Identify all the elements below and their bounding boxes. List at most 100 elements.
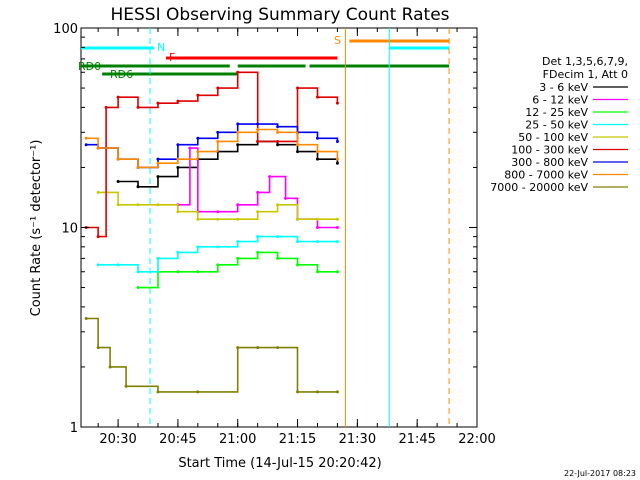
data-point <box>84 316 88 320</box>
data-point <box>335 240 339 244</box>
data-point <box>108 365 112 369</box>
data-point <box>236 256 240 260</box>
legend-entry-label: 300 - 800 keV <box>511 156 588 169</box>
data-point <box>315 240 319 244</box>
data-point <box>176 270 180 274</box>
data-point <box>104 105 108 109</box>
footer-date: 22-Jul-2017 08:23 <box>564 469 636 478</box>
data-point <box>156 175 160 179</box>
data-point <box>216 86 220 90</box>
data-point <box>156 256 160 260</box>
data-point <box>136 203 140 207</box>
legend-entry-label: 3 - 6 keV <box>539 81 588 94</box>
data-point <box>256 190 260 194</box>
data-point <box>116 95 120 99</box>
data-point <box>84 143 88 147</box>
data-point <box>196 245 200 249</box>
data-point <box>296 143 300 147</box>
flag-label-f: F <box>169 51 175 64</box>
data-point <box>284 196 288 200</box>
data-point <box>196 270 200 274</box>
data-point <box>176 250 180 254</box>
y-axis-label: Count Rate (s⁻¹ detector⁻¹) <box>29 140 44 317</box>
series-line <box>98 235 338 273</box>
data-point <box>335 157 339 161</box>
data-point <box>176 157 180 161</box>
data-point <box>176 99 180 103</box>
series-line <box>138 251 338 289</box>
data-point <box>256 122 260 126</box>
chart-title: HESSI Observing Summary Count Rates <box>110 5 449 25</box>
data-point <box>256 210 260 214</box>
data-point <box>335 270 339 274</box>
x-tick-label: 21:45 <box>398 432 435 447</box>
y-tick-label: 100 <box>53 22 78 37</box>
flag-label-n: N <box>157 41 165 54</box>
data-point <box>256 139 260 143</box>
data-point <box>335 101 339 105</box>
data-point <box>196 390 200 394</box>
x-tick-label: 21:15 <box>279 432 316 447</box>
data-point <box>216 139 220 143</box>
vertical-markers <box>149 28 450 427</box>
data-point <box>156 390 160 394</box>
flag-label-s: S <box>334 34 341 47</box>
data-point <box>276 235 280 239</box>
data-point <box>315 150 319 154</box>
data-point <box>216 130 220 134</box>
data-point <box>136 185 140 189</box>
data-point <box>176 143 180 147</box>
series-line <box>86 317 338 393</box>
data-point <box>216 217 220 221</box>
data-point <box>124 384 128 388</box>
data-point <box>136 270 140 274</box>
data-point <box>276 139 280 143</box>
data-point <box>96 235 100 239</box>
data-point <box>116 263 120 267</box>
data-point <box>315 270 319 274</box>
data-point <box>116 180 120 184</box>
x-tick-label: 21:30 <box>339 432 376 447</box>
data-point <box>236 203 240 207</box>
data-point <box>276 203 280 207</box>
data-point <box>136 286 140 290</box>
series-lines <box>84 70 339 394</box>
data-point <box>216 245 220 249</box>
data-point <box>296 86 300 90</box>
legend-entry-label: 50 - 100 keV <box>518 131 588 144</box>
data-point <box>196 150 200 154</box>
data-point <box>315 136 319 140</box>
data-point <box>196 93 200 97</box>
data-point <box>296 150 300 154</box>
data-point <box>156 161 160 165</box>
y-tick-label: 10 <box>61 222 78 237</box>
flag-label-rd0: RD0 <box>78 60 101 73</box>
data-point <box>276 125 280 129</box>
data-point <box>276 143 280 147</box>
data-point <box>335 226 339 229</box>
legend-header-line-2: FDecim 1, Att 0 <box>543 68 628 81</box>
data-point <box>136 165 140 169</box>
data-point <box>96 346 100 350</box>
legend: Det 1,3,5,6,7,9, FDecim 1, Att 0 3 - 6 k… <box>490 55 628 194</box>
data-point <box>296 263 300 267</box>
series-line <box>86 123 339 169</box>
data-point <box>296 240 300 244</box>
flag-bars: NF S RD0 RD6 <box>78 34 450 81</box>
legend-entry-label: 12 - 25 keV <box>525 106 588 119</box>
data-point <box>236 70 240 74</box>
series-line <box>86 128 339 169</box>
data-point <box>315 217 319 221</box>
data-point <box>256 346 260 350</box>
axes: 20:30 20:45 21:00 21:15 21:30 21:45 22:00 1 10 10… <box>53 22 496 447</box>
data-point <box>136 105 140 109</box>
data-point <box>268 175 272 179</box>
legend-entry-label: 7000 - 20000 keV <box>490 181 588 194</box>
data-point <box>236 346 240 350</box>
data-point <box>216 210 220 214</box>
legend-header-line-1: Det 1,3,5,6,7,9, <box>542 55 628 68</box>
data-point <box>236 217 240 221</box>
data-point <box>276 130 280 134</box>
data-point <box>196 217 200 221</box>
